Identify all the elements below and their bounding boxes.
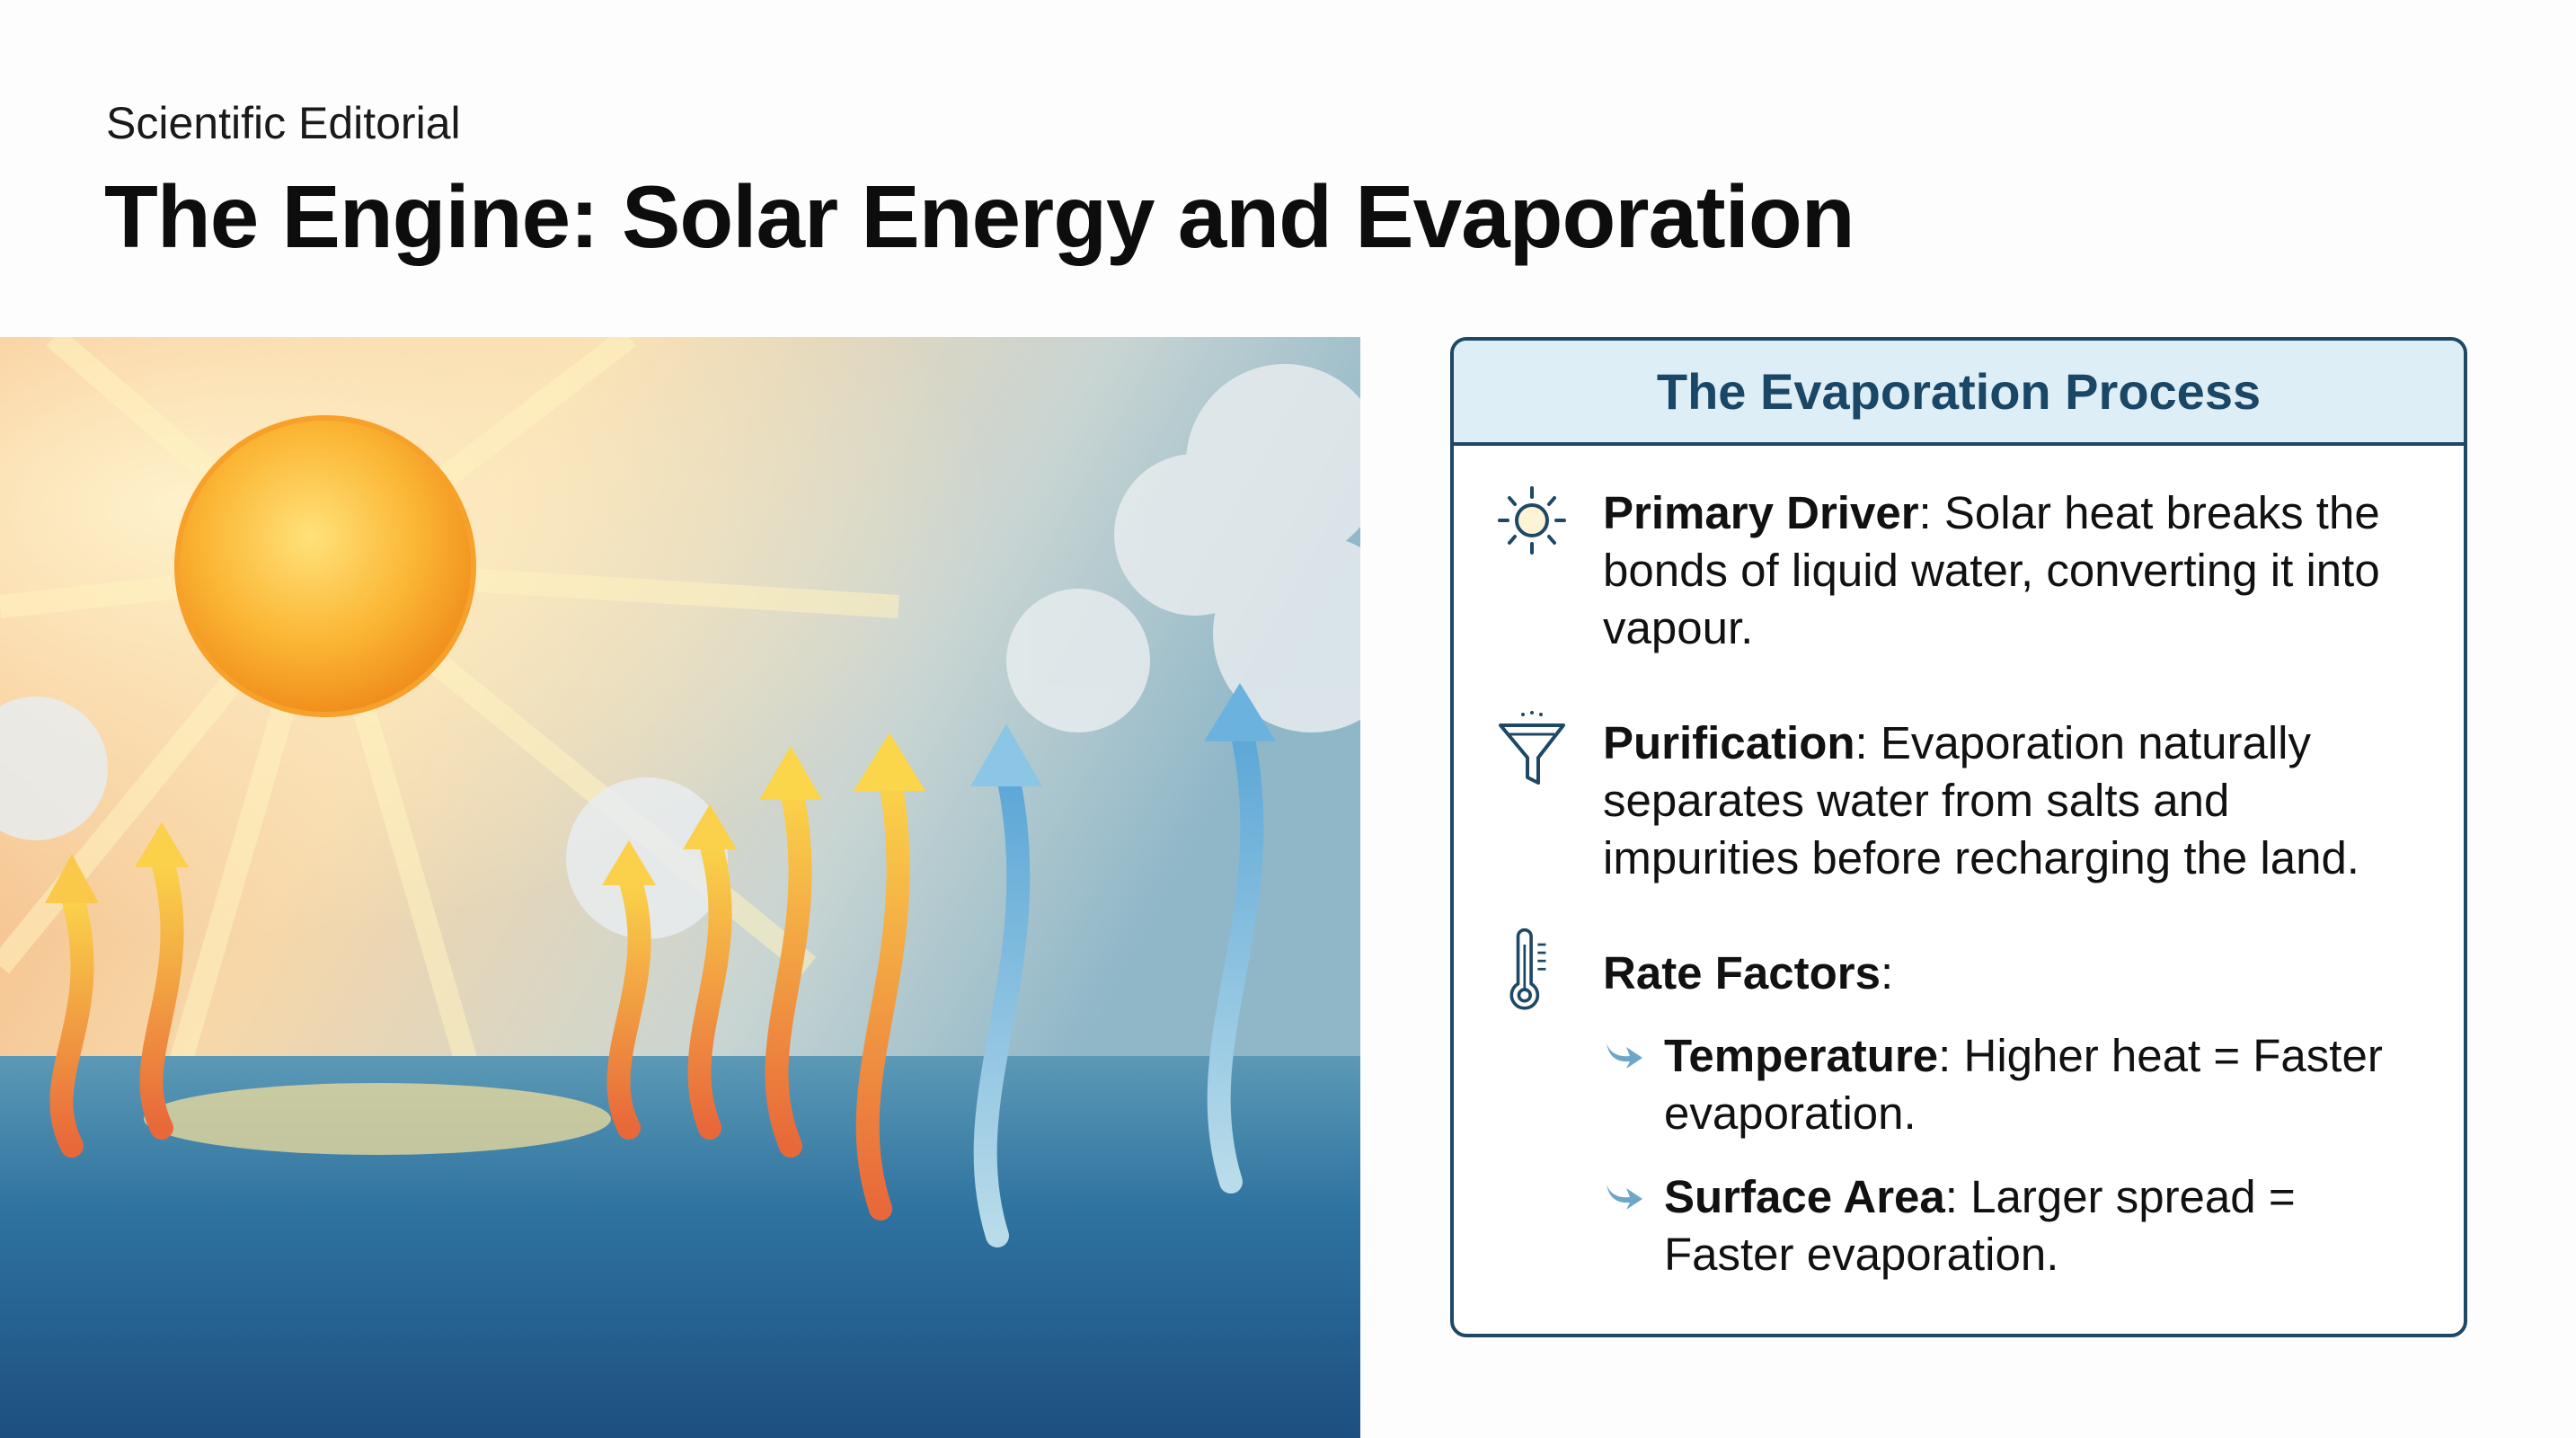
item-description: : Evaporation naturally separates water … <box>1603 717 2359 883</box>
card-header: The Evaporation Process <box>1454 341 2464 446</box>
sun <box>174 415 476 717</box>
item-text: Purification: Evaporation naturally sepa… <box>1603 715 2428 887</box>
sub-item-text: Temperature: Higher heat = Faster evapor… <box>1664 1027 2437 1142</box>
card-title: The Evaporation Process <box>1656 363 2262 420</box>
sub-item-label: Temperature <box>1664 1030 1939 1081</box>
item-description: : Solar heat breaks the bonds of liquid … <box>1603 487 2380 653</box>
item-description: : <box>1880 947 1894 999</box>
sun-icon <box>1498 486 1566 555</box>
item-text: Rate Factors: <box>1603 945 2428 1002</box>
solar-evaporation-illustration <box>0 337 1360 1438</box>
item-label: Primary Driver <box>1603 487 1919 538</box>
kicker-label: Scientific Editorial <box>106 98 461 148</box>
sub-item-description: : Higher heat = Faster evaporation. <box>1664 1030 2383 1139</box>
filter-funnel-icon <box>1499 711 1565 785</box>
curved-arrow-icon <box>1607 1043 1642 1069</box>
item-text: Primary Driver: Solar heat breaks the bo… <box>1603 484 2428 657</box>
sub-item-text: Surface Area: Larger spread = Faster eva… <box>1664 1168 2311 1283</box>
thermometer-icon <box>1509 928 1546 1010</box>
evaporation-process-card: The Evaporation Process Primary Driver: … <box>1450 337 2467 1337</box>
item-label: Rate Factors <box>1603 947 1881 999</box>
sub-item-description: : Larger spread = Faster evaporation. <box>1664 1171 2296 1280</box>
curved-arrow-icon <box>1607 1185 1642 1210</box>
page-title: The Engine: Solar Energy and Evaporation <box>104 167 1855 266</box>
item-label: Purification <box>1603 717 1855 768</box>
clouds <box>0 364 1360 939</box>
arrow-heads <box>45 683 1276 903</box>
vapour-arrows <box>49 712 1264 1247</box>
sub-item-label: Surface Area <box>1664 1171 1945 1222</box>
